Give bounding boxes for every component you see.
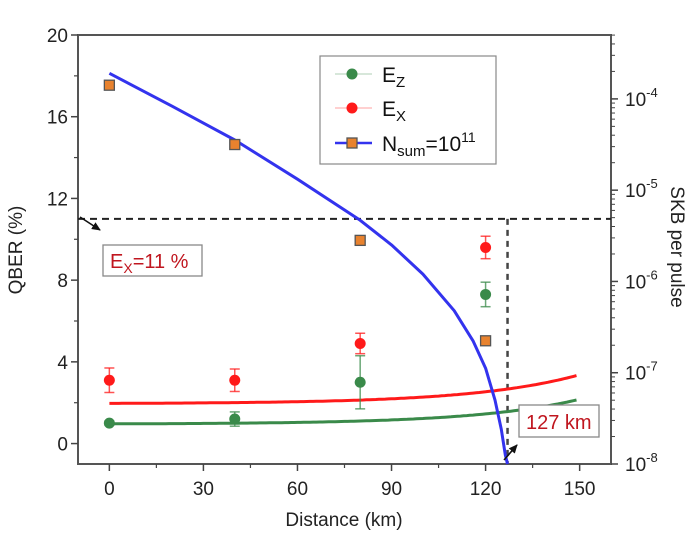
x-tick-label: 120 — [470, 479, 502, 500]
data-point-ez — [480, 288, 492, 300]
y-left-tick-label: 16 — [47, 108, 68, 129]
data-point-ex — [229, 374, 241, 386]
y-left-axis-title: QBER (%) — [6, 206, 27, 295]
fit-curve-ex — [109, 374, 577, 405]
data-point-ez — [103, 417, 115, 429]
data-point-nsum — [229, 138, 241, 151]
x-axis: 0 30 60 90 120 150 — [104, 464, 595, 500]
series-layer — [103, 71, 577, 465]
annotation-127km: 127 km — [503, 404, 600, 461]
x-tick-label: 150 — [564, 479, 596, 500]
y-right-axis-title: SKB per pulse — [666, 186, 687, 307]
data-point-ez — [229, 413, 241, 425]
annotation-text-ex: EX=11 % — [110, 251, 189, 276]
x-axis-title: Distance (km) — [285, 510, 402, 531]
annotation-ex-threshold: EX=11 % — [79, 216, 203, 277]
data-point-ex — [103, 374, 115, 386]
y-left-tick-label: 20 — [47, 26, 68, 47]
legend-label-nsum: Nsum=1011 — [382, 129, 476, 160]
legend: EZ EX Nsum=1011 — [319, 55, 497, 165]
legend-marker-ex — [346, 102, 358, 114]
y-left-tick-label: 4 — [57, 353, 68, 374]
annotation-box-ex — [102, 244, 203, 277]
annotation-arrow-127km — [503, 444, 518, 461]
data-point-ez — [354, 376, 366, 388]
y-right-tick-label: 10-7 — [625, 359, 658, 385]
data-point-ex — [354, 337, 366, 349]
data-point-nsum — [354, 234, 366, 247]
y-left-tick-label: 0 — [57, 435, 68, 456]
y-right-axis: 10-8 10-7 10-6 10-5 10-4 — [611, 34, 658, 476]
data-point-nsum — [479, 335, 492, 347]
legend-item-ez: EZ — [335, 64, 405, 91]
data-point-ex — [480, 241, 492, 253]
data-point-nsum — [103, 79, 116, 91]
legend-label-ex: EX — [382, 98, 406, 125]
legend-label-ez: EZ — [382, 64, 405, 91]
annotation-text-127km: 127 km — [526, 412, 592, 434]
x-tick-label: 90 — [381, 479, 402, 500]
y-left-tick-label: 12 — [47, 189, 68, 210]
legend-marker-ez — [346, 68, 358, 80]
y-right-tick-label: 10-4 — [625, 85, 658, 111]
y-right-tick-label: 10-6 — [625, 267, 658, 293]
legend-item-nsum: Nsum=1011 — [335, 129, 476, 160]
skb-curve-nsum — [108, 71, 509, 465]
y-right-tick-label: 10-8 — [625, 450, 658, 476]
legend-marker-nsum — [346, 137, 358, 149]
annotation-arrow-ex — [79, 216, 101, 231]
y-left-tick-label: 8 — [57, 271, 68, 292]
x-tick-label: 0 — [104, 479, 115, 500]
y-left-axis: 0 4 8 12 16 20 — [47, 26, 78, 456]
annotation-box-127km — [518, 404, 600, 438]
legend-item-ex: EX — [335, 98, 406, 125]
x-tick-label: 60 — [287, 479, 308, 500]
y-right-tick-label: 10-5 — [625, 176, 658, 202]
x-tick-label: 30 — [193, 479, 214, 500]
